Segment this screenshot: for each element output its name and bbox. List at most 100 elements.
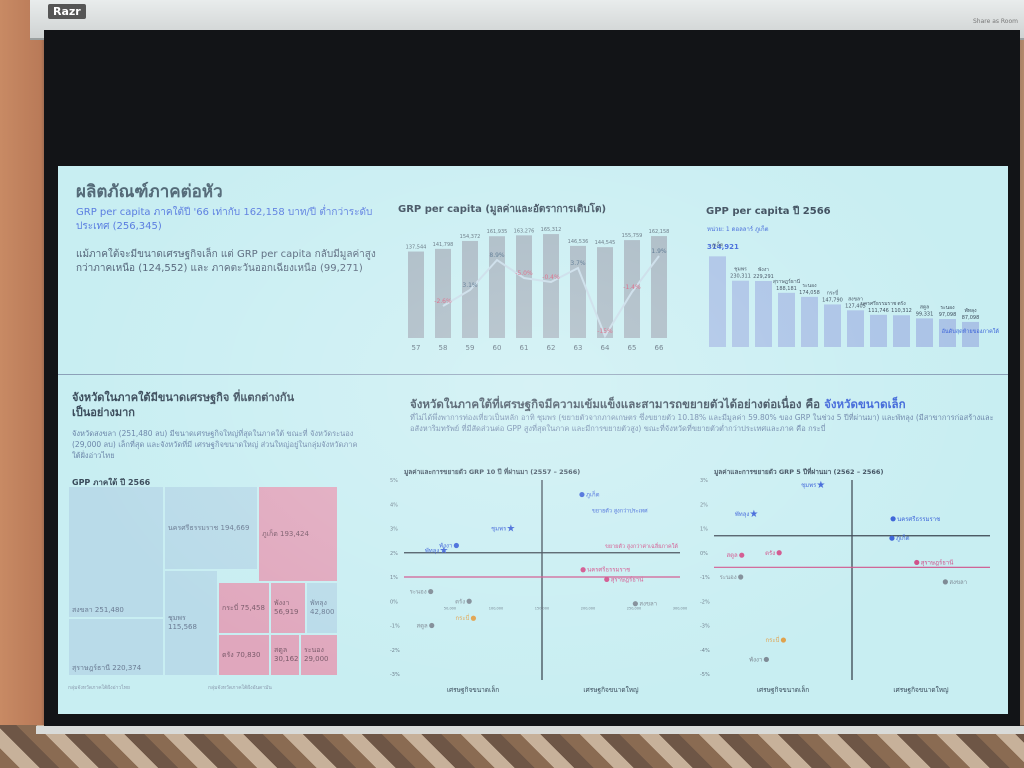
scatter-y-tick: -2% bbox=[700, 599, 710, 605]
scatter-y-tick: -3% bbox=[700, 624, 710, 630]
grp-category-label: 63 bbox=[574, 344, 583, 352]
scatter-point-label: สุราษฎร์ธานี bbox=[611, 575, 644, 583]
gpp-province-label: พังงา bbox=[758, 267, 769, 273]
scatter-point bbox=[428, 588, 434, 595]
strong-economy-title-highlight: จังหวัดขนาดเล็ก bbox=[824, 397, 906, 411]
scatter-point-label: ระนอง bbox=[410, 589, 427, 596]
gpp-bar bbox=[755, 280, 772, 347]
scatter-quadrant-right: เศรษฐกิจขนาดใหญ่ bbox=[583, 686, 639, 694]
gpp-province-label: พัทลุง bbox=[964, 308, 977, 314]
grp-bar bbox=[516, 235, 532, 338]
projector-brand: Razr bbox=[48, 4, 86, 19]
scatter-y-tick: 3% bbox=[700, 478, 708, 484]
grp-bar bbox=[435, 248, 451, 338]
scatter-point-label: กระบี่ bbox=[766, 636, 780, 644]
scatter-y-tick: 0% bbox=[390, 599, 398, 605]
scatter-point bbox=[632, 601, 638, 607]
projector-share-text: Share as Room bbox=[972, 18, 1018, 25]
scatter-star-point: ★ bbox=[506, 524, 515, 535]
gpp-bar bbox=[916, 318, 933, 347]
scatter-point-label: ตรัง bbox=[765, 550, 775, 557]
scatter-point-label: ชุมพร bbox=[801, 482, 817, 489]
grp-summary-text: GRP per capita ภาคใต้ปี '66 เท่ากับ 162,… bbox=[76, 207, 373, 232]
treemap-title: GPP ภาคใต้ ปี 2566 bbox=[72, 478, 151, 487]
economy-size-title: จังหวัดในภาคใต้มีขนาดเศรษฐกิจ ที่แตกต่าง… bbox=[72, 391, 295, 419]
gpp-bar bbox=[870, 314, 887, 347]
grp-category-label: 58 bbox=[439, 344, 448, 352]
treemap-cell: สตูล 30,162 bbox=[270, 634, 300, 676]
gpp-province-label: ตรัง bbox=[897, 301, 906, 307]
gpp-footer: อันดับสุดท้ายของภาคใต้ bbox=[942, 328, 1000, 335]
grp-growth-label: 3.7% bbox=[570, 260, 586, 267]
gpp-province-label: นครศรีธรรมราช bbox=[861, 300, 898, 307]
scatter-x-tick: 100,000 bbox=[489, 606, 503, 610]
gpp-province-label: ภูเก็ต bbox=[712, 240, 723, 248]
scatter-y-tick: 2% bbox=[700, 502, 708, 508]
scatter-y-tick: 2% bbox=[390, 551, 398, 557]
scatter-point-label: พังงา bbox=[439, 542, 452, 549]
scatter-point bbox=[580, 567, 586, 573]
scatter-y-tick: 1% bbox=[700, 527, 708, 533]
grp-chart-title: GRP per capita (มูลค่าและอัตราการเติบโต) bbox=[398, 204, 607, 215]
scatter-y-tick: -1% bbox=[700, 575, 710, 581]
scatter-x-tick: 50,000 bbox=[444, 606, 456, 610]
scatter-point bbox=[579, 491, 585, 498]
gpp-province-label: ชุมพร bbox=[734, 267, 747, 273]
scatter-star-point: ★ bbox=[439, 545, 448, 556]
scatter-point bbox=[739, 552, 745, 558]
scatter-x-tick: 250,000 bbox=[627, 606, 641, 610]
grp-growth-label: -1.4% bbox=[623, 284, 641, 291]
grp-value-label: 144,545 bbox=[595, 240, 616, 246]
grp-growth-label: -15% bbox=[597, 328, 613, 335]
scatter-point-label: ภูเก็ต bbox=[896, 533, 910, 542]
gpp-unit-note: หน่วย: 1 ดอลลาร์ ภูเก็ต bbox=[707, 224, 769, 233]
scatter-y-tick: 3% bbox=[390, 527, 398, 533]
grp-category-label: 59 bbox=[466, 344, 475, 352]
grp-category-label: 61 bbox=[520, 344, 529, 352]
grp-growth-label: 3.1% bbox=[462, 282, 478, 289]
gpp-bar bbox=[778, 292, 795, 347]
gpp-value-label: 127,405 bbox=[845, 303, 866, 309]
treemap-foot-left: กลุ่มจังหวัดภาคใต้ฝั่งอ่าวไทย bbox=[68, 685, 130, 691]
gpp-bar bbox=[847, 310, 864, 347]
scatter-note-line: ขยายตัว สูงกว่าค่าเฉลี่ยภาคใต้ bbox=[605, 542, 678, 550]
grp-category-label: 64 bbox=[601, 344, 610, 352]
gpp-value-label: 99,331 bbox=[916, 311, 934, 317]
strong-economy-title: จังหวัดในภาคใต้ที่เศรษฐกิจมีความเข้มแข็ง… bbox=[410, 396, 906, 414]
grp-growth-label: -5.0% bbox=[515, 270, 533, 277]
scatter-x-tick: 300,000 bbox=[673, 606, 687, 610]
grp-value-label: 155,759 bbox=[622, 233, 643, 239]
scatter-y-tick: -4% bbox=[700, 648, 710, 654]
scatter-star-point: ★ bbox=[816, 480, 825, 491]
scatter-star-point: ★ bbox=[749, 509, 758, 520]
gpp-value-label: 230,311 bbox=[730, 274, 751, 280]
scatter-y-tick: -5% bbox=[700, 672, 710, 678]
gpp-bar bbox=[893, 315, 910, 347]
scatter-point-label: พัทลุง bbox=[425, 547, 440, 554]
gpp-treemap: สงขลา 251,480 สุราษฎร์ธานี 220,374 นครศรีธ… bbox=[68, 486, 338, 676]
gpp-value-label: 97,098 bbox=[939, 312, 957, 318]
strong-economy-text: ที่ไม่ได้พึ่งพาการท่องเที่ยวเป็นหลัก อาท… bbox=[410, 413, 994, 433]
scatter-point bbox=[780, 637, 787, 643]
grp-bar bbox=[597, 247, 613, 338]
scatter-point-label: นครศรีธรรมราช bbox=[897, 515, 940, 523]
gpp-bar bbox=[801, 296, 818, 347]
treemap-cell: นครศรีธรรมราช 194,669 bbox=[164, 486, 258, 570]
screen-bottom-bar bbox=[36, 726, 1024, 734]
treemap-foot-right: กลุ่มจังหวัดภาคใต้ฝั่งอันดามัน bbox=[208, 685, 272, 691]
grp-value-label: 161,935 bbox=[487, 229, 508, 235]
grp-category-label: 60 bbox=[493, 344, 502, 352]
scatter-point bbox=[429, 622, 435, 629]
gpp-value-label: 188,181 bbox=[776, 286, 797, 292]
section-divider bbox=[58, 374, 1008, 375]
scatter-point-label: สุราษฎร์ธานี bbox=[921, 558, 954, 566]
gpp-value-label: 111,746 bbox=[868, 308, 889, 314]
scatter-point-label: สตูล bbox=[726, 552, 738, 559]
gpp-top-value: 314,921 bbox=[707, 243, 739, 251]
grp-category-label: 65 bbox=[628, 344, 637, 352]
scatter-point-label: พังงา bbox=[749, 656, 762, 663]
grp-value-label: 137,544 bbox=[406, 245, 427, 251]
treemap-cell: สุราษฎร์ธานี 220,374 bbox=[68, 618, 164, 676]
scatter-point-label: ชุมพร bbox=[491, 526, 507, 533]
